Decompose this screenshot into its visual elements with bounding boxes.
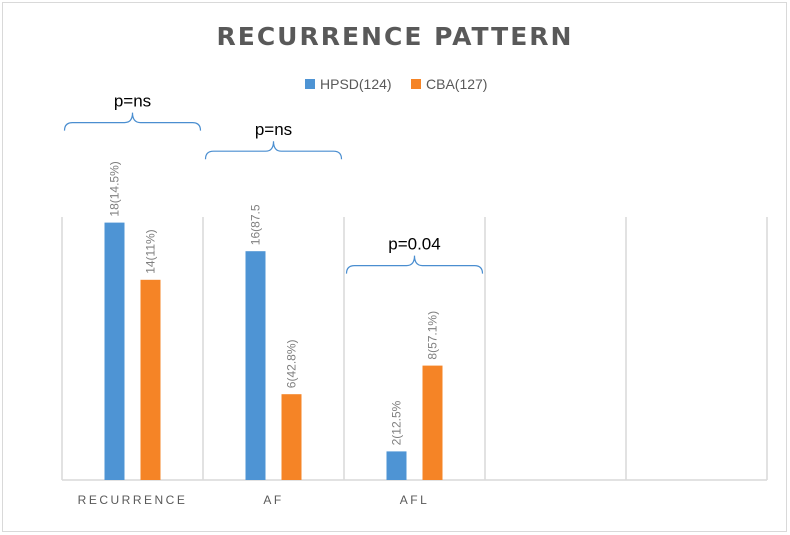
category-label-1: AF [263, 493, 283, 507]
significance-bracket-0 [63, 112, 202, 131]
annotations: p=ns p=ns p=0.04 [63, 92, 484, 274]
category-gridlines [61, 217, 768, 481]
plot-area: RECURRENCE AF AFL 18(14.5%) 16(87.5 2(12.5% 14… [78, 161, 443, 507]
bar-0-2 [386, 451, 407, 480]
p-value-annotation-0: p=ns [114, 92, 151, 111]
data-label-1-0: 14(11%) [144, 229, 158, 273]
chart-title: RECURRENCE PATTERN [217, 22, 574, 51]
category-label-2: AFL [400, 493, 430, 507]
data-label-0-2: 2(12.5% [390, 400, 404, 445]
significance-bracket-2 [345, 255, 484, 274]
significance-bracket-1 [204, 141, 343, 160]
bar-0-1 [245, 251, 266, 480]
data-label-0-0: 18(14.5%) [108, 161, 122, 216]
legend-label-1: CBA(127) [426, 76, 487, 92]
data-label-0-1: 16(87.5 [249, 204, 263, 245]
data-label-1-2: 8(57.1%) [426, 311, 440, 360]
bar-0-0 [104, 222, 125, 480]
p-value-annotation-2: p=0.04 [388, 235, 440, 254]
bar-1-1 [281, 394, 302, 480]
p-value-annotation-1: p=ns [255, 120, 292, 139]
bar-1-0 [140, 279, 161, 480]
category-label-0: RECURRENCE [78, 493, 188, 507]
legend-label-0: HPSD(124) [320, 76, 392, 92]
data-label-1-1: 6(42.8%) [285, 339, 299, 388]
bar-1-2 [422, 365, 443, 480]
legend: HPSD(124) CBA(127) [305, 76, 487, 92]
legend-swatch-0 [305, 79, 315, 89]
legend-swatch-1 [411, 79, 421, 89]
